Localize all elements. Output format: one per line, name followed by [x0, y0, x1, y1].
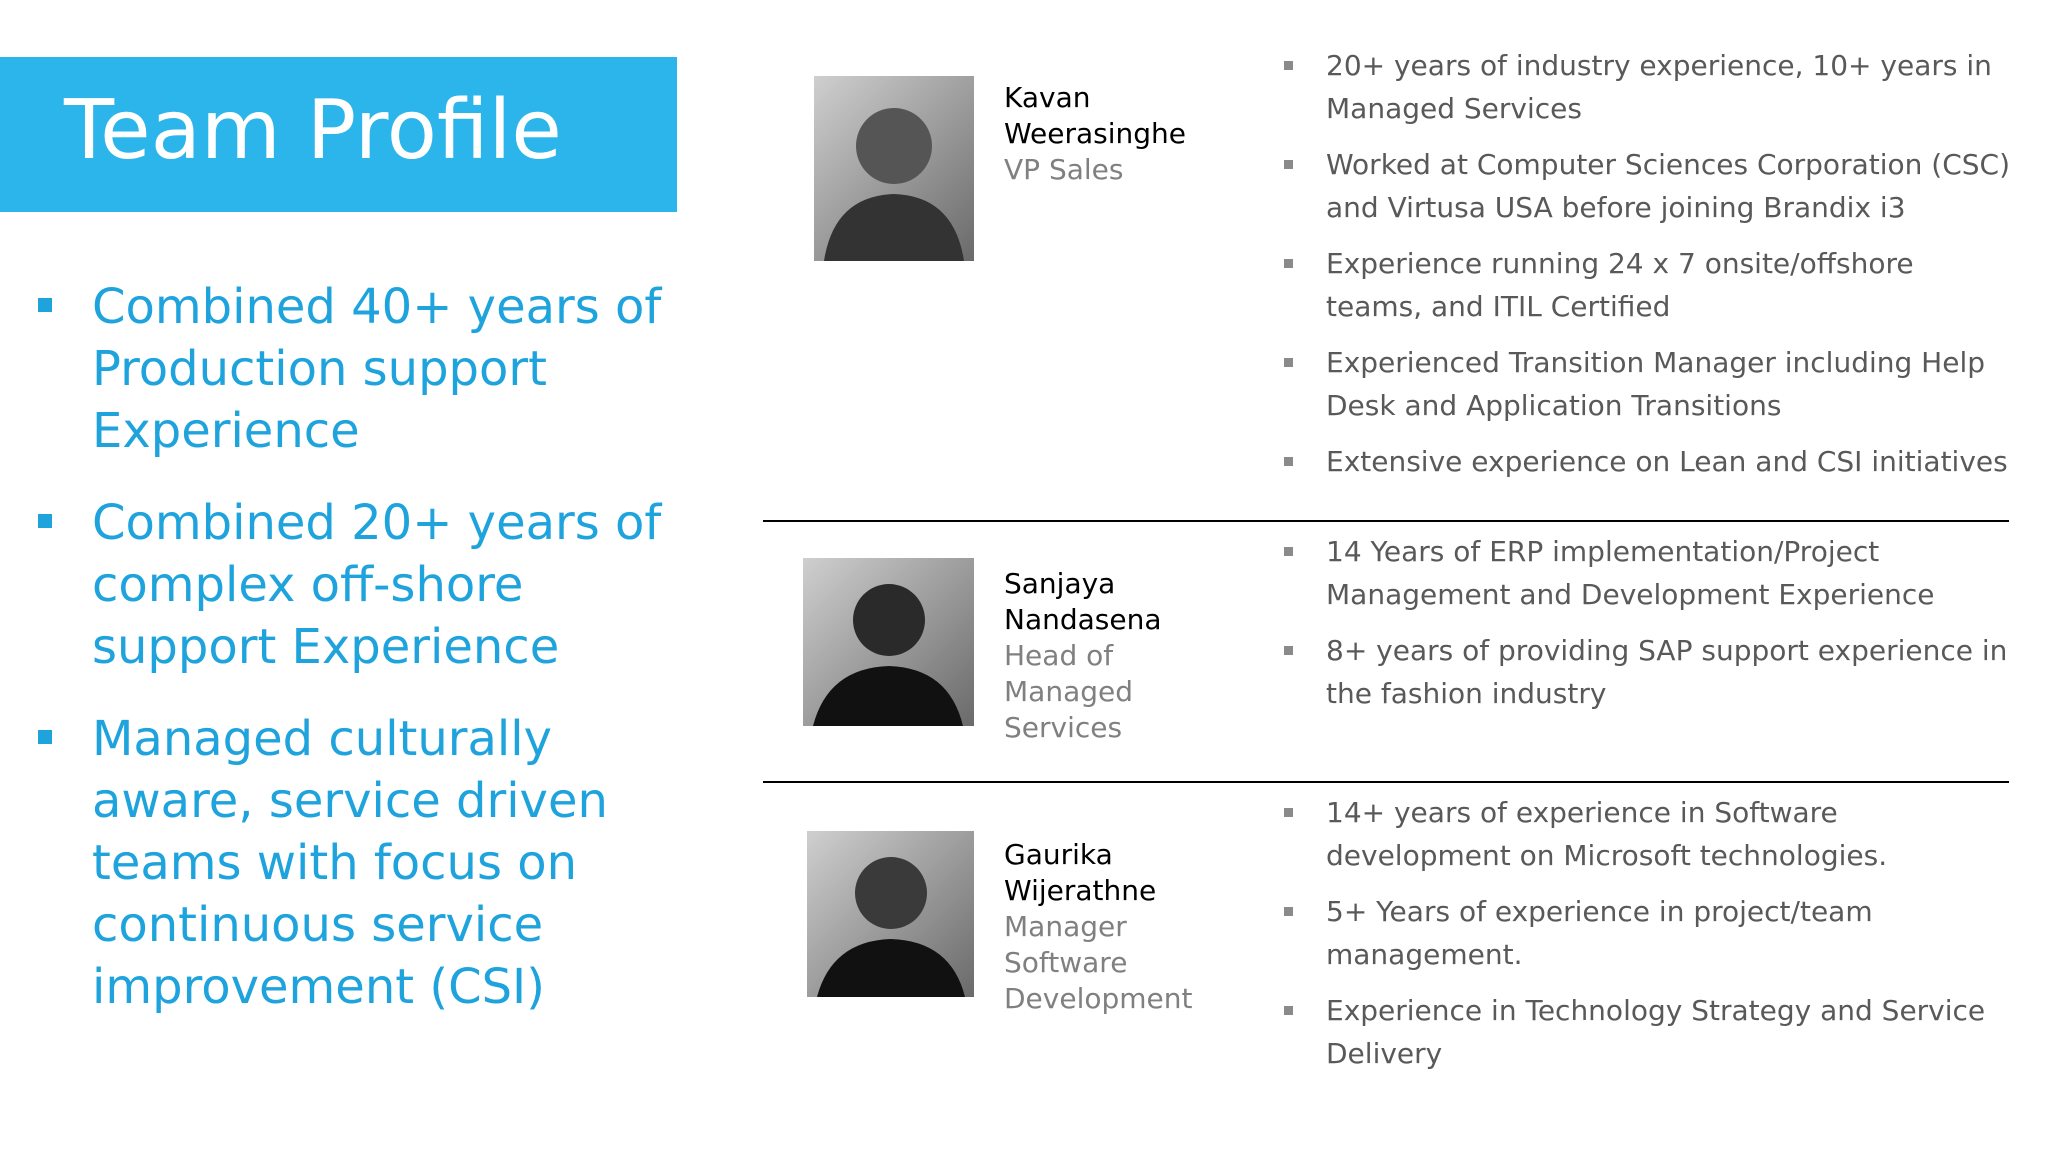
member-point: Experience in Technology Strategy and Se… [1284, 989, 2014, 1075]
member-points: 14+ years of experience in Software deve… [1284, 791, 2014, 1088]
member-points: 14 Years of ERP implementation/Project M… [1284, 530, 2014, 728]
highlight: Combined 20+ years of complex off-shore … [0, 492, 720, 678]
divider [763, 781, 2009, 783]
member-point: 14 Years of ERP implementation/Project M… [1284, 530, 2014, 616]
highlight: Combined 40+ years of Production support… [0, 276, 720, 462]
photo [803, 558, 974, 726]
member: Gaurika Wijerathne Manager Software Devel… [1004, 837, 1194, 1017]
slide-title: Team Profile [64, 83, 562, 178]
member-name: Kavan Weerasinghe [1004, 81, 1187, 150]
member-point: Extensive experience on Lean and CSI ini… [1284, 440, 2014, 483]
member-role: Head of Managed Services [1004, 639, 1133, 744]
member-role: VP Sales [1004, 153, 1124, 186]
member-point: 8+ years of providing SAP support experi… [1284, 629, 2014, 715]
highlights: Combined 40+ years of Production support… [0, 276, 720, 1048]
member-point: Experienced Transition Manager including… [1284, 341, 2014, 427]
member-point: 20+ years of industry experience, 10+ ye… [1284, 44, 2014, 130]
title-banner [0, 57, 677, 212]
photo [814, 76, 974, 261]
divider [763, 520, 2009, 522]
member-points: 20+ years of industry experience, 10+ ye… [1284, 44, 2014, 496]
silhouette [817, 857, 965, 997]
member: Sanjaya Nandasena Head of Managed Service… [1004, 566, 1194, 746]
highlight: Managed culturally aware, service driven… [0, 708, 720, 1018]
member-role: Manager Software Development [1004, 910, 1193, 1015]
member-name: Gaurika Wijerathne [1004, 838, 1157, 907]
silhouette [824, 108, 964, 261]
member-name: Sanjaya Nandasena [1004, 567, 1162, 636]
member-point: Worked at Computer Sciences Corporation … [1284, 143, 2014, 229]
member: Kavan Weerasinghe VP Sales [1004, 80, 1194, 188]
photo [807, 831, 974, 997]
member-point: Experience running 24 x 7 onsite/offshor… [1284, 242, 2014, 328]
silhouette [813, 584, 963, 726]
member-point: 14+ years of experience in Software deve… [1284, 791, 2014, 877]
member-point: 5+ Years of experience in project/team m… [1284, 890, 2014, 976]
